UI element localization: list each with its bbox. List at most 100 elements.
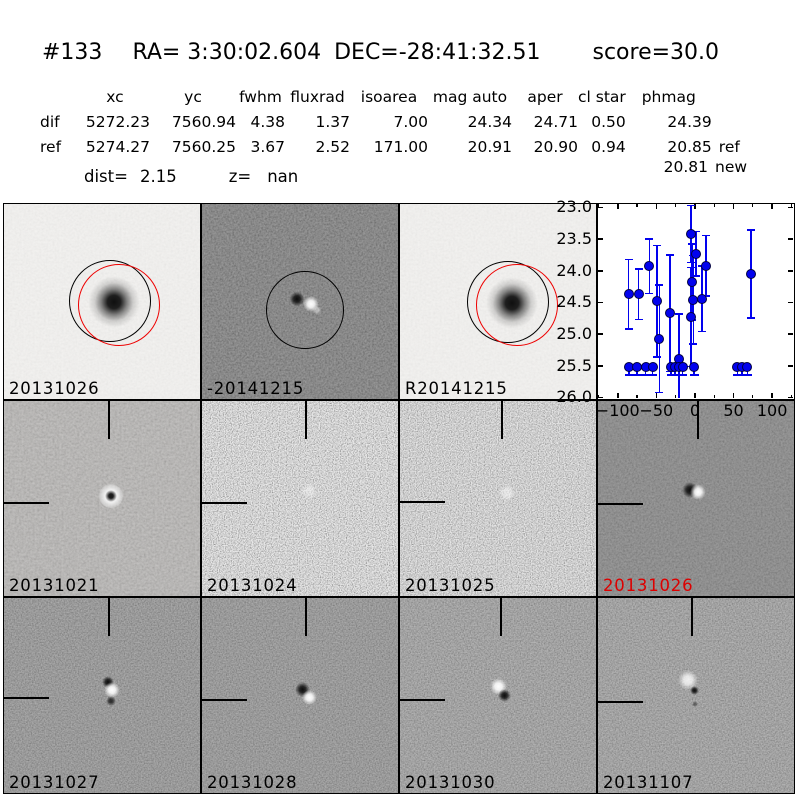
lc-xtick-minor	[713, 395, 715, 398]
panel-label: 20131030	[405, 773, 496, 792]
marker-tick-vertical	[697, 401, 699, 439]
cutout-20131027: 20131027	[3, 597, 201, 794]
lc-ytick	[788, 333, 793, 335]
value-cell: 20.85	[667, 137, 712, 156]
lc-data-point	[700, 260, 711, 271]
value-cell: 3.67	[250, 137, 285, 156]
cutout-20131030: 20131030	[399, 597, 597, 794]
lc-limit-cap	[737, 373, 747, 376]
marker-tick-horizontal	[4, 502, 49, 504]
lc-error-cap	[645, 238, 654, 241]
source-blob-dark2	[106, 696, 116, 706]
marker-tick-horizontal	[202, 502, 247, 504]
source-blob-white	[690, 484, 706, 500]
source-blob-dark	[690, 686, 699, 695]
lc-data-point	[623, 289, 634, 300]
lc-limit-cap	[689, 373, 699, 376]
col-header-aper: aper	[527, 87, 563, 106]
table-row-dif: dif 5272.23 7560.94 4.38 1.37 7.00 24.34…	[36, 109, 764, 134]
lc-ytick	[788, 238, 793, 240]
lc-ytick	[598, 364, 603, 367]
score-value: score=30.0	[592, 40, 720, 65]
lc-xtick	[732, 204, 735, 209]
value-cell: 0.50	[591, 112, 626, 131]
value-cell: 24.71	[533, 112, 578, 131]
col-header-blank	[36, 84, 80, 109]
col-header-mag-auto: mag auto	[432, 87, 508, 106]
lc-ytick-label: 26.0	[556, 387, 592, 407]
lc-xtick-minor	[636, 395, 638, 398]
marker-tick-vertical	[305, 598, 307, 636]
lc-error-cap	[624, 258, 633, 261]
col-header-phmag: phmag	[641, 87, 696, 106]
value-cell: 7560.25	[171, 137, 236, 156]
panel-label: 20131024	[207, 576, 298, 595]
lc-error-cap	[691, 275, 700, 277]
lc-ytick	[598, 333, 603, 335]
panel-label: 20131026	[603, 576, 694, 595]
lc-error-cap	[697, 330, 706, 333]
value-cell: 1.37	[315, 112, 350, 131]
lc-xtick	[616, 393, 619, 398]
value-suffix: ref	[718, 137, 740, 156]
lc-xtick-label: 0	[689, 401, 701, 420]
lc-limit-cap	[732, 373, 742, 376]
dist-value: 2.15	[139, 167, 177, 186]
panel-label: R20141215	[405, 379, 508, 398]
aperture-circle-red	[476, 264, 558, 346]
lc-ytick-label: 23.5	[556, 229, 592, 249]
cutout-20131025: 20131025	[399, 400, 597, 597]
col-header-fluxrad: fluxrad	[290, 87, 345, 106]
lc-xtick-label: 100	[756, 401, 788, 420]
marker-tick-vertical	[691, 598, 693, 636]
panel-label: 20131021	[9, 576, 100, 595]
lc-limit-point	[742, 361, 753, 372]
lc-ytick-label: 25.0	[556, 324, 592, 344]
lc-limit-cap	[742, 373, 752, 376]
lc-xtick	[694, 204, 696, 209]
cutout-20131021: 20131021	[3, 400, 201, 597]
lc-error-cap	[674, 313, 683, 315]
candidate-id: #133	[42, 40, 103, 65]
lc-data-point	[644, 261, 655, 272]
panel-label: -20141215	[207, 379, 305, 398]
lc-error-cap	[653, 244, 662, 247]
lc-xtick	[771, 204, 773, 209]
lc-limit-point	[647, 361, 658, 372]
source-blob-ringed	[99, 484, 123, 508]
col-header-yc: yc	[184, 87, 202, 106]
lc-limit-cap	[678, 373, 688, 376]
marker-tick-horizontal	[400, 501, 445, 503]
lc-data-point	[746, 268, 757, 279]
lc-ytick	[788, 301, 793, 304]
lc-ytick-label: 24.5	[556, 292, 592, 312]
marker-tick-vertical	[501, 401, 503, 439]
table-row-ref: ref 5274.27 7560.25 3.67 2.52 171.00 20.…	[36, 134, 764, 159]
col-header-fwhm: fwhm	[239, 87, 282, 106]
col-header-cl-star: cl star	[578, 87, 626, 106]
panel-label: 20131028	[207, 773, 298, 792]
source-blob-white	[301, 484, 317, 498]
lc-error-cap	[624, 328, 633, 330]
noise-texture	[400, 401, 596, 596]
marker-tick-horizontal	[598, 701, 643, 703]
col-header-isoarea: isoarea	[360, 87, 418, 106]
lightcurve-panel: −100 −50 0 50 100 23.0 23.5 24.0 24.5 25.0 25.5 26.…	[556, 197, 795, 420]
lc-limit-cap	[641, 373, 651, 376]
lc-data-point	[686, 277, 697, 288]
lc-xtick-label: −100	[595, 401, 640, 420]
noise-texture	[4, 598, 200, 793]
cutout-new-20131026: 20131026	[3, 203, 201, 400]
value-cell: 24.39	[667, 112, 712, 131]
lc-xtick-label: 50	[723, 401, 744, 420]
value-cell: 2.52	[315, 137, 350, 156]
lc-xtick	[694, 393, 696, 398]
lc-xtick-minor	[752, 204, 754, 207]
lc-error-cap	[653, 356, 662, 358]
panel-label: 20131027	[9, 773, 100, 792]
cutout-20131028: 20131028	[201, 597, 399, 794]
marker-tick-horizontal	[598, 503, 643, 505]
lc-data-point	[690, 248, 701, 259]
phmag-new-suffix: new	[715, 158, 748, 176]
